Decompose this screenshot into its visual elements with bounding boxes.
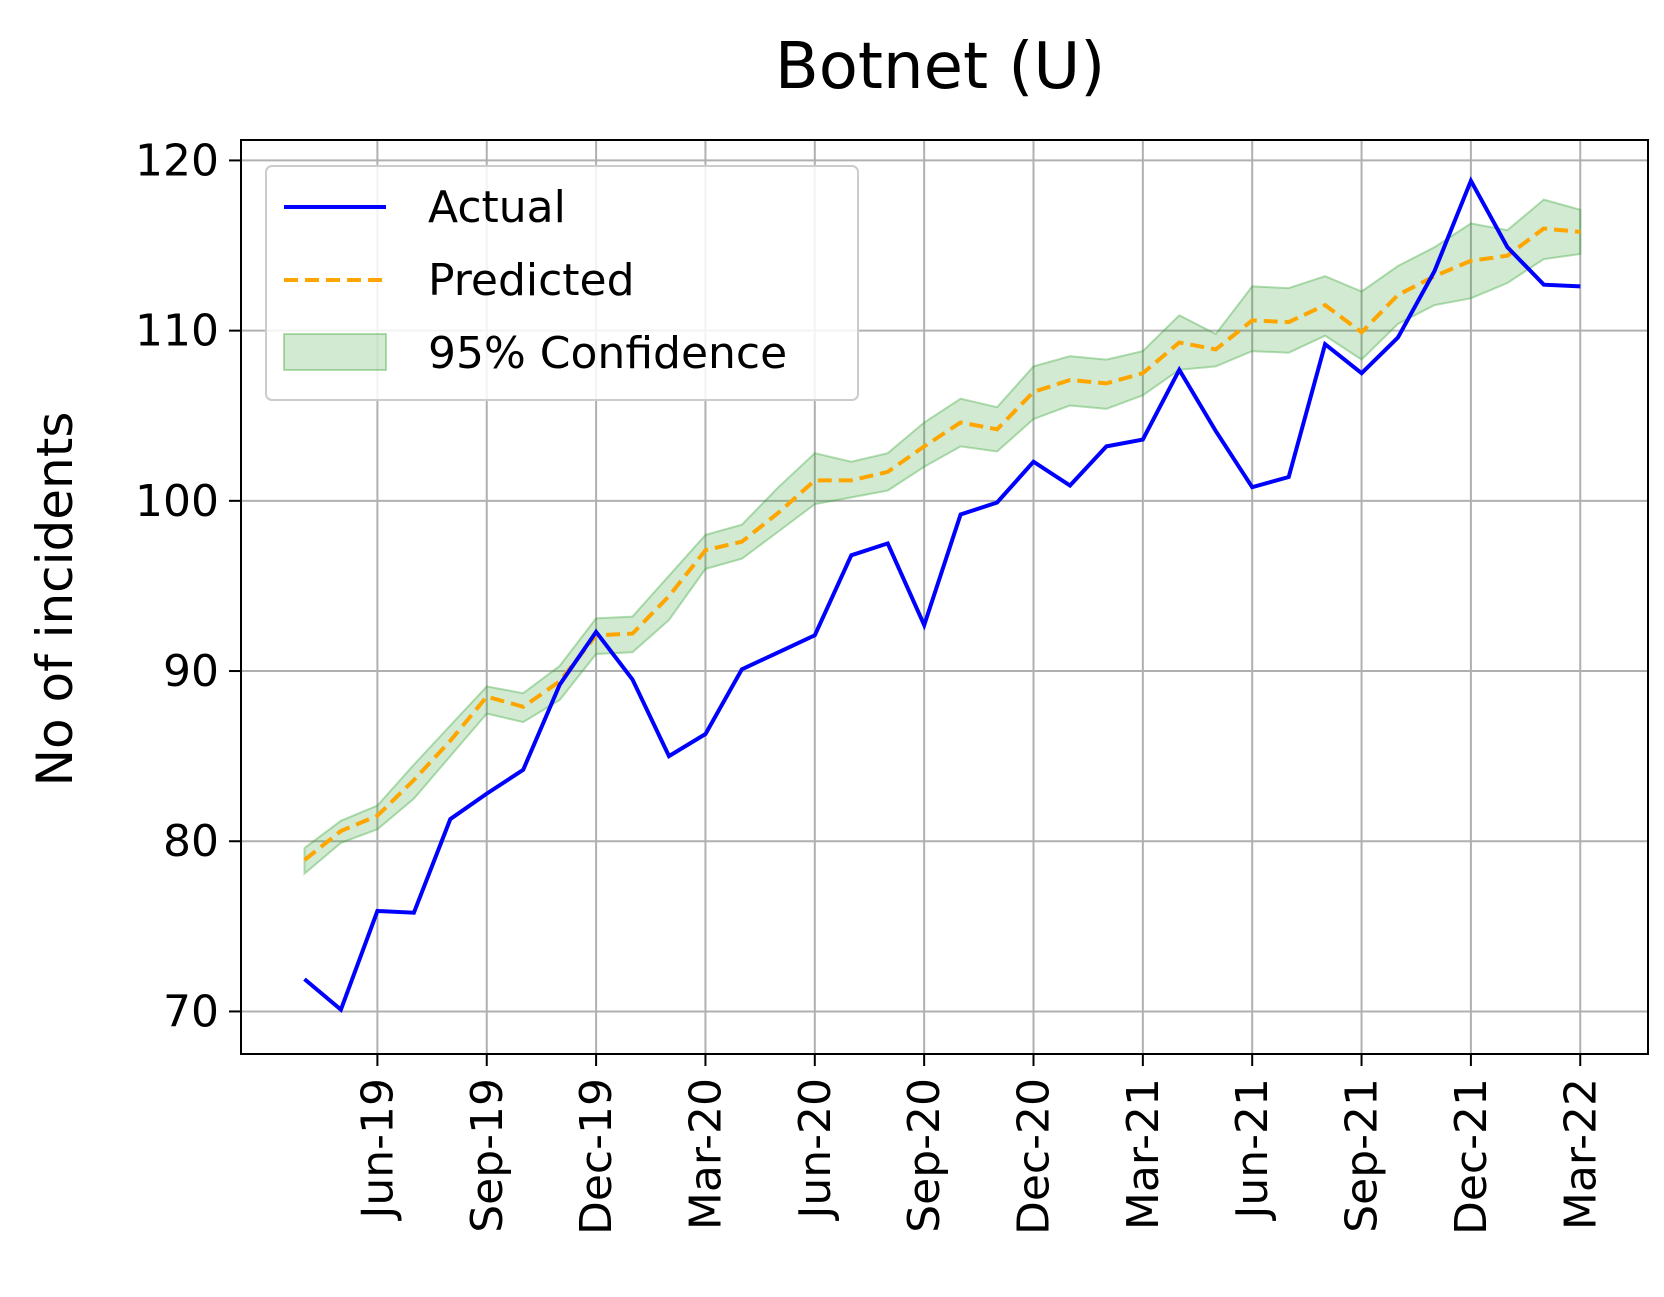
chart-title: Botnet (U) [775, 30, 1105, 104]
y-tick-label: 70 [163, 986, 219, 1037]
x-tick-label: Mar-21 [1118, 1078, 1169, 1230]
legend: Actual Predicted 95% Confidence [265, 165, 859, 401]
legend-predicted-label: Predicted [428, 255, 635, 306]
predicted-line [303, 226, 1581, 862]
legend-box [265, 165, 859, 401]
legend-actual-label: Actual [428, 182, 566, 233]
y-tick-label: 110 [135, 306, 219, 357]
legend-confidence-label: 95% Confidence [428, 328, 787, 379]
x-tick-label: Mar-22 [1555, 1078, 1606, 1230]
y-tick-label: 90 [163, 646, 219, 697]
y-tick-label: 120 [135, 135, 219, 186]
x-tick-label: Jun-20 [790, 1078, 841, 1222]
y-tick-label: 80 [163, 816, 219, 867]
x-tick-label: Dec-19 [571, 1078, 622, 1235]
y-tick-label: 100 [135, 476, 219, 527]
actual-line [303, 176, 1581, 1014]
x-tick-label: Dec-21 [1446, 1078, 1497, 1235]
x-tick-label: Jun-21 [1227, 1078, 1278, 1222]
x-axis-ticks: Jun-19 Sep-19 Dec-19 Mar-20 Jun-20 Sep-20 Dec-… [352, 1054, 1606, 1235]
y-axis-ticks: 70 80 90 100 110 120 [135, 135, 241, 1037]
x-tick-label: Jun-19 [352, 1078, 403, 1222]
x-tick-label: Sep-21 [1337, 1078, 1388, 1233]
plot-frame [240, 139, 1649, 1055]
confidence-band [303, 198, 1582, 876]
y-axis-label: No of incidents [26, 412, 84, 787]
legend-confidence-swatch [283, 333, 387, 371]
x-tick-label: Mar-20 [680, 1078, 731, 1230]
x-tick-label: Dec-20 [1009, 1078, 1060, 1235]
x-tick-label: Sep-20 [899, 1078, 950, 1233]
x-tick-label: Sep-19 [462, 1078, 513, 1233]
